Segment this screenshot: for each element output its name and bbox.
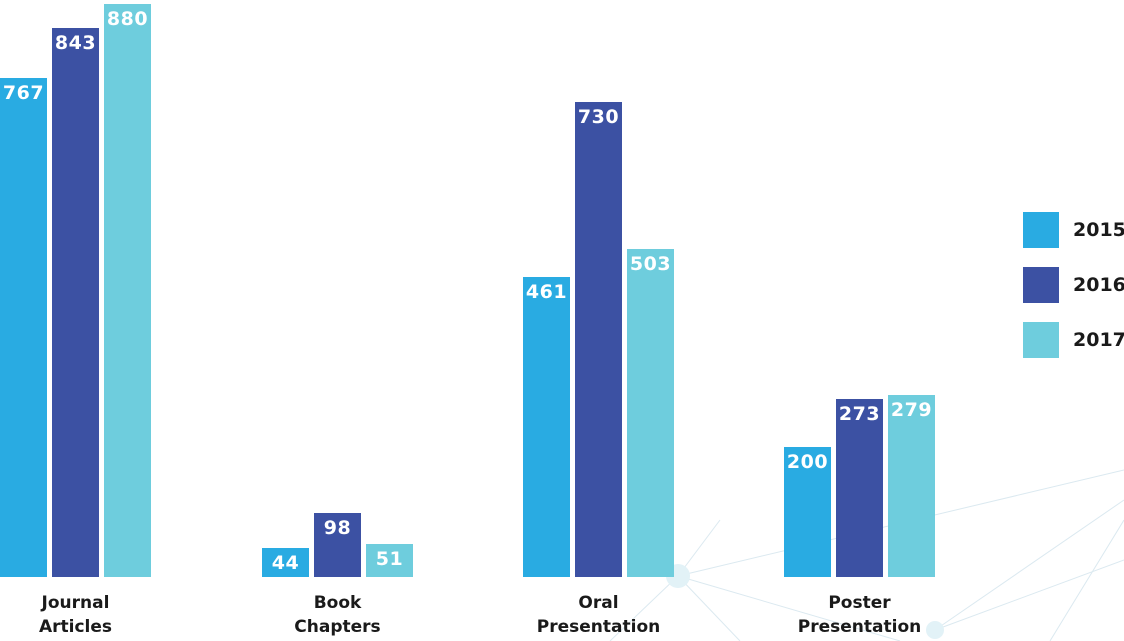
- category-label-line: Book: [313, 593, 362, 613]
- legend-swatch-2015: [1023, 212, 1059, 248]
- legend-label-2017: 2017: [1073, 329, 1124, 351]
- bar-value-label: 98: [323, 517, 352, 540]
- bar-2016-1: 98: [314, 513, 361, 577]
- bar-value-label: 461: [525, 280, 568, 303]
- bar-2015-3: 200: [784, 446, 831, 577]
- legend-swatch-2016: [1023, 267, 1059, 303]
- category-label: Oral Presentation: [519, 591, 679, 639]
- bar-2015-2: 461: [523, 276, 570, 577]
- category-label-line: Presentation: [797, 617, 922, 637]
- bar-value-label: 843: [54, 32, 97, 55]
- category-label-line: Chapters: [294, 617, 381, 637]
- legend-swatch-2017: [1023, 322, 1059, 358]
- bar-value-label: 730: [577, 105, 620, 128]
- bar-2015-1: 44: [262, 548, 309, 577]
- bar-2017-3: 279: [888, 395, 935, 577]
- legend-item-2017: 2017: [1023, 322, 1124, 358]
- bar-value-label: 880: [106, 8, 149, 30]
- category-label: Book Chapters: [258, 591, 418, 639]
- category-label-line: Journal: [41, 593, 110, 613]
- legend: 2015 2016 2017: [1023, 212, 1124, 377]
- bar-value-label: 44: [271, 552, 300, 575]
- bar-2016-0: 843: [52, 28, 99, 577]
- bar-value-label: 51: [375, 547, 404, 570]
- bar-value-label: 279: [890, 399, 933, 422]
- bar-2015-0: 767: [0, 77, 47, 577]
- category-label: Journal Articles: [0, 591, 156, 639]
- category-label-line: Oral: [578, 593, 619, 613]
- category-label-line: Presentation: [536, 617, 661, 637]
- bar-value-label: 767: [2, 81, 45, 104]
- category-label: Poster Presentation: [780, 591, 940, 639]
- bar-2017-1: 51: [366, 543, 413, 577]
- bar-value-label: 273: [838, 403, 881, 426]
- bar-2016-2: 730: [575, 101, 622, 577]
- bar-2016-3: 273: [836, 399, 883, 577]
- category-label-line: Poster: [828, 593, 891, 613]
- bar-value-label: 200: [786, 450, 829, 473]
- category-label-line: Articles: [38, 617, 113, 637]
- bar-value-label: 503: [629, 253, 672, 276]
- bar-2017-0: 880: [104, 4, 151, 577]
- bar-2017-2: 503: [627, 249, 674, 577]
- legend-item-2016: 2016: [1023, 267, 1124, 303]
- legend-label-2015: 2015: [1073, 219, 1124, 241]
- legend-item-2015: 2015: [1023, 212, 1124, 248]
- legend-label-2016: 2016: [1073, 274, 1124, 296]
